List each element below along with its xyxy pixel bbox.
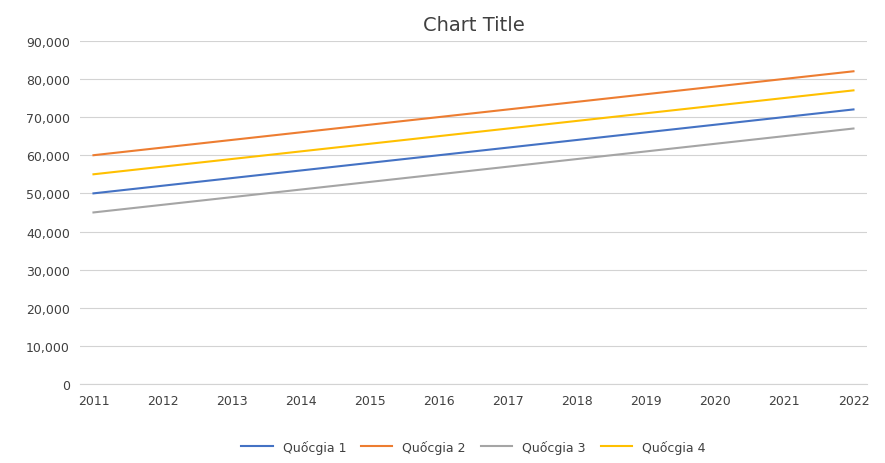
Line: Quốcgia 2: Quốcgia 2: [94, 72, 853, 156]
Quốcgia 2: [158, 145, 168, 151]
Quốcgia 4: [848, 88, 858, 94]
Quốcgia 2: [434, 115, 444, 120]
Legend: Quốcgia 1, Quốcgia 2, Quốcgia 3, Quốcgia 4: Quốcgia 1, Quốcgia 2, Quốcgia 3, Quốcgia…: [236, 435, 711, 459]
Quốcgia 1: [365, 161, 375, 166]
Quốcgia 1: [779, 115, 789, 120]
Quốcgia 3: [572, 157, 582, 163]
Quốcgia 4: [227, 157, 237, 163]
Quốcgia 1: [88, 191, 99, 197]
Quốcgia 4: [434, 134, 444, 140]
Quốcgia 2: [641, 92, 651, 98]
Quốcgia 3: [227, 195, 237, 200]
Quốcgia 1: [227, 176, 237, 181]
Quốcgia 2: [227, 138, 237, 144]
Line: Quốcgia 3: Quốcgia 3: [94, 129, 853, 213]
Quốcgia 4: [296, 149, 306, 155]
Quốcgia 4: [641, 111, 651, 117]
Quốcgia 2: [572, 100, 582, 106]
Quốcgia 3: [158, 203, 168, 208]
Quốcgia 1: [158, 183, 168, 189]
Quốcgia 2: [88, 153, 99, 159]
Quốcgia 2: [296, 130, 306, 136]
Quốcgia 3: [779, 134, 789, 140]
Quốcgia 3: [641, 149, 651, 155]
Quốcgia 1: [296, 169, 306, 174]
Quốcgia 2: [710, 85, 720, 90]
Quốcgia 4: [503, 126, 513, 132]
Quốcgia 4: [710, 104, 720, 109]
Quốcgia 3: [503, 164, 513, 170]
Quốcgia 1: [848, 107, 858, 113]
Quốcgia 1: [434, 153, 444, 159]
Quốcgia 3: [88, 210, 99, 216]
Quốcgia 1: [503, 145, 513, 151]
Title: Chart Title: Chart Title: [423, 16, 524, 35]
Quốcgia 3: [434, 172, 444, 178]
Quốcgia 2: [365, 123, 375, 128]
Quốcgia 4: [88, 172, 99, 178]
Quốcgia 4: [365, 142, 375, 147]
Line: Quốcgia 1: Quốcgia 1: [94, 110, 853, 194]
Quốcgia 4: [779, 96, 789, 101]
Quốcgia 4: [158, 164, 168, 170]
Quốcgia 2: [503, 107, 513, 113]
Line: Quốcgia 4: Quốcgia 4: [94, 91, 853, 175]
Quốcgia 3: [365, 180, 375, 185]
Quốcgia 1: [710, 123, 720, 128]
Quốcgia 3: [710, 142, 720, 147]
Quốcgia 1: [641, 130, 651, 136]
Quốcgia 4: [572, 119, 582, 125]
Quốcgia 3: [296, 188, 306, 193]
Quốcgia 2: [848, 69, 858, 75]
Quốcgia 1: [572, 138, 582, 144]
Quốcgia 3: [848, 126, 858, 132]
Quốcgia 2: [779, 77, 789, 82]
